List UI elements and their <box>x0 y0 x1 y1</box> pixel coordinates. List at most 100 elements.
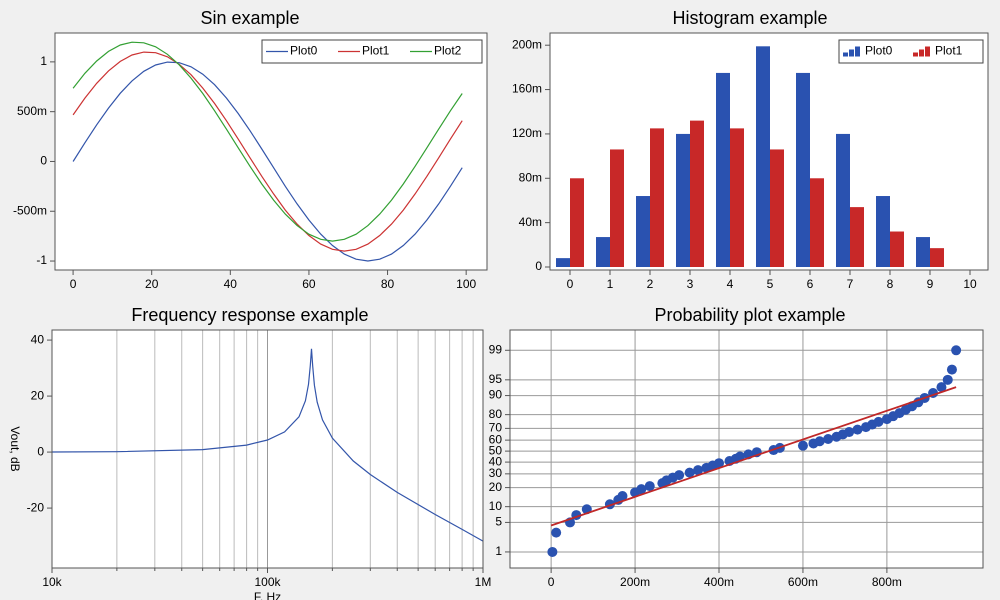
data-point <box>946 364 957 375</box>
y-tick-label: 50 <box>489 443 503 457</box>
legend-swatch <box>913 52 918 57</box>
x-tick-label: 10 <box>963 277 977 291</box>
bar <box>890 231 904 268</box>
chart-title: Histogram example <box>672 8 827 28</box>
x-tick-label: 60 <box>302 277 316 291</box>
legend-box <box>838 39 984 64</box>
y-tick-label: 500m <box>17 104 47 118</box>
y-tick-label: 95 <box>489 372 503 386</box>
y-tick-label: 80m <box>519 170 542 184</box>
data-point <box>734 451 745 462</box>
line-series <box>72 41 463 242</box>
chart-panel: Probability plot example 0 200m 400m 600m 800… <box>489 305 984 589</box>
y-tick-label: 99 <box>489 342 503 356</box>
x-tick-label: 1M <box>475 575 492 589</box>
x-tick-label: 0 <box>567 277 574 291</box>
y-tick-label: 40 <box>489 454 503 468</box>
legend-label: Plot0 <box>865 44 893 58</box>
data-point <box>714 458 725 469</box>
y-tick-label: 20 <box>489 480 503 494</box>
data-point <box>693 465 704 476</box>
x-tick-label: 100k <box>254 575 281 589</box>
chart-title: Sin example <box>200 8 299 28</box>
chart-panel: Histogram example 0 1 2 3 4 5 6 7 8 9 10 0 40m 80m 120m… <box>512 8 989 291</box>
legend-label: Plot1 <box>362 44 390 58</box>
bar <box>676 133 690 268</box>
bar <box>556 258 570 268</box>
y-tick-label: 0 <box>535 259 542 273</box>
x-tick-label: 1 <box>607 277 614 291</box>
bar <box>836 133 850 268</box>
chart-panel: Frequency response example 10k 100k 1M -20 0 2… <box>8 305 492 600</box>
bar <box>930 248 944 268</box>
legend-box <box>261 39 483 64</box>
data-point <box>797 440 808 451</box>
y-tick-label: 0 <box>37 444 44 458</box>
bar <box>810 178 824 268</box>
chart-title: Probability plot example <box>654 305 845 325</box>
y-tick-label: 40 <box>31 332 45 346</box>
y-tick-label: 90 <box>489 388 503 402</box>
y-tick-label: 160m <box>512 82 542 96</box>
y-tick-label: -20 <box>27 500 45 514</box>
x-tick-label: 4 <box>727 277 734 291</box>
bar <box>716 72 730 268</box>
line-series <box>72 51 463 252</box>
y-tick-label: 0 <box>40 154 47 168</box>
legend-swatch <box>843 52 848 57</box>
data-point <box>684 467 695 478</box>
legend-label: Plot2 <box>434 44 462 58</box>
legend-swatch <box>849 49 854 57</box>
data-point <box>617 491 628 502</box>
data-point <box>814 436 825 447</box>
y-tick-label: 5 <box>495 515 502 529</box>
x-tick-label: 800m <box>872 575 902 589</box>
y-tick-label: 80 <box>489 407 503 421</box>
x-tick-label: 7 <box>847 277 854 291</box>
data-point <box>674 470 685 481</box>
bar <box>570 178 584 268</box>
plot-border <box>549 32 989 271</box>
data-point <box>852 424 863 435</box>
x-tick-label: 0 <box>70 277 77 291</box>
chart-panel: Sin example 0 20 40 60 80 100 1 500m 0 -500m -1 Plot… <box>13 8 488 291</box>
x-tick-label: 2 <box>647 277 654 291</box>
x-tick-label: 0 <box>548 575 555 589</box>
x-tick-label: 10k <box>42 575 62 589</box>
data-point <box>636 484 647 495</box>
x-tick-label: 3 <box>687 277 694 291</box>
bar <box>650 128 664 268</box>
y-axis-label: Vout, dB <box>8 426 22 471</box>
bar <box>850 207 864 268</box>
y-tick-label: 1 <box>495 544 502 558</box>
y-tick-label: 10 <box>489 499 503 513</box>
x-tick-label: 40 <box>224 277 238 291</box>
x-axis-label: F, Hz <box>254 590 281 600</box>
x-tick-label: 80 <box>381 277 395 291</box>
bar <box>876 196 890 268</box>
legend-swatch <box>919 49 924 57</box>
bar <box>770 149 784 268</box>
bar <box>796 72 810 268</box>
line-series <box>72 61 463 262</box>
legend-swatch <box>925 46 930 57</box>
x-tick-label: 400m <box>704 575 734 589</box>
plot-area <box>510 330 983 568</box>
plot-border <box>54 32 488 271</box>
data-point <box>644 481 655 492</box>
x-tick-label: 100 <box>456 277 476 291</box>
legend-label: Plot0 <box>290 44 318 58</box>
x-tick-label: 6 <box>807 277 814 291</box>
legend-swatch <box>855 46 860 57</box>
bar <box>636 196 650 268</box>
data-point <box>551 527 562 538</box>
x-tick-label: 8 <box>887 277 894 291</box>
y-tick-label: 1 <box>40 54 47 68</box>
y-tick-label: 60 <box>489 432 503 446</box>
y-tick-label: 200m <box>512 37 542 51</box>
chart-title: Frequency response example <box>131 305 368 325</box>
data-point <box>873 416 884 427</box>
y-tick-label: 120m <box>512 126 542 140</box>
x-tick-label: 200m <box>620 575 650 589</box>
